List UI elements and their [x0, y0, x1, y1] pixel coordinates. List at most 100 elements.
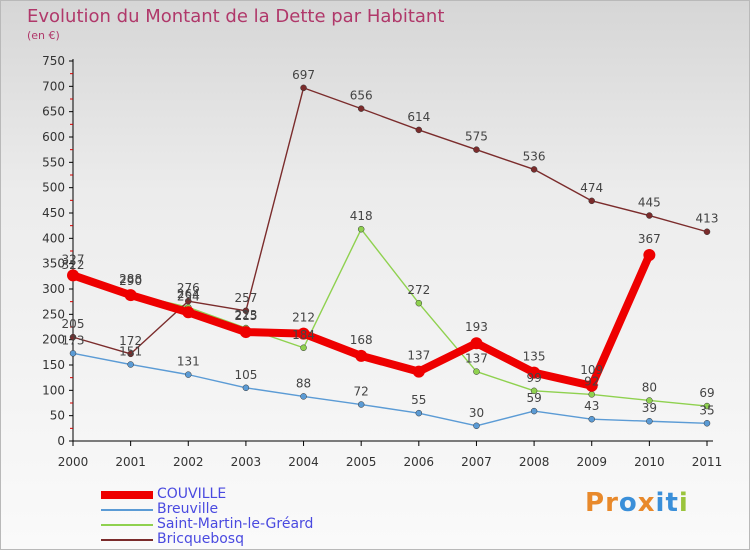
legend-item-bricquebosq: Bricquebosq: [101, 532, 313, 547]
y-tick-label: 750: [42, 54, 65, 68]
data-point-couville: [297, 327, 310, 340]
x-tick-label: 2007: [461, 455, 492, 469]
data-point-breuville: [646, 417, 653, 425]
data-label-couville: 135: [523, 350, 546, 364]
data-label-couville: 327: [62, 252, 85, 266]
y-tick-label: 0: [57, 434, 65, 448]
data-point-bricquebosq: [530, 166, 538, 173]
data-label-breuville: 59: [526, 391, 541, 405]
data-point-breuville: [703, 420, 711, 427]
data-point-couville: [355, 349, 368, 362]
y-tick-label: 500: [42, 181, 65, 195]
x-tick-label: 2009: [576, 455, 607, 469]
data-point-couville: [124, 289, 137, 302]
data-label-couville: 168: [350, 333, 373, 347]
data-point-breuville: [69, 350, 77, 357]
data-label-breuville: 30: [469, 406, 484, 420]
data-label-couville: 367: [638, 232, 661, 246]
data-label-breuville: 151: [119, 344, 142, 358]
legend-swatch-bricquebosq: [101, 538, 153, 541]
data-label-couville: 212: [292, 311, 315, 325]
data-label-saint-martin-le-gr-ard: 99: [526, 371, 541, 385]
data-label-saint-martin-le-gr-ard: 272: [407, 283, 430, 297]
data-point-bricquebosq: [300, 84, 307, 92]
logo-letter: o: [618, 488, 638, 518]
y-tick-label: 650: [42, 105, 65, 119]
data-point-saint-martin-le-gr-ard: [300, 344, 307, 352]
y-tick-label: 350: [42, 257, 65, 271]
series-line-breuville: [72, 352, 708, 427]
data-point-bricquebosq: [646, 212, 653, 219]
y-tick-label: 600: [42, 130, 65, 144]
x-tick-label: 2006: [404, 455, 435, 469]
legend-label: Bricquebosq: [157, 531, 244, 547]
y-tick-label: 100: [42, 383, 65, 397]
data-point-bricquebosq: [127, 350, 134, 358]
legend-item-saint-martin: Saint-Martin-le-Gréard: [101, 517, 313, 532]
data-label-breuville: 131: [177, 355, 200, 369]
data-label-saint-martin-le-gr-ard: 184: [292, 328, 315, 342]
data-point-saint-martin-le-gr-ard: [646, 397, 653, 404]
chart-title: Evolution du Montant de la Dette par Hab…: [27, 6, 445, 27]
data-label-saint-martin-le-gr-ard: 223: [234, 308, 257, 322]
data-label-breuville: 43: [584, 399, 599, 413]
data-point-bricquebosq: [69, 333, 77, 341]
data-label-breuville: 72: [354, 385, 369, 399]
x-tick-label: 2008: [519, 455, 550, 469]
data-point-bricquebosq: [242, 307, 250, 315]
data-point-breuville: [127, 361, 134, 368]
data-label-bricquebosq: 172: [119, 334, 142, 348]
data-label-saint-martin-le-gr-ard: 418: [350, 209, 373, 223]
data-label-saint-martin-le-gr-ard: 137: [465, 352, 488, 366]
data-point-couville: [585, 379, 598, 392]
data-point-bricquebosq: [473, 146, 480, 153]
data-label-bricquebosq: 257: [234, 291, 257, 305]
data-label-breuville: 35: [699, 403, 714, 417]
y-tick-label: 450: [42, 206, 65, 220]
data-point-couville: [470, 337, 483, 350]
x-tick-label: 2011: [692, 455, 723, 469]
logo-letter: x: [637, 488, 656, 518]
data-point-bricquebosq: [185, 297, 192, 305]
series-line-bricquebosq: [72, 87, 708, 355]
data-point-breuville: [242, 384, 250, 392]
data-point-bricquebosq: [415, 126, 423, 134]
y-tick-label: 400: [42, 231, 65, 245]
x-tick-label: 2003: [231, 455, 262, 469]
data-point-saint-martin-le-gr-ard: [703, 402, 711, 410]
data-point-couville: [67, 269, 79, 282]
x-tick-label: 2004: [288, 455, 319, 469]
legend: COUVILLE Breuville Saint-Martin-le-Gréar…: [101, 487, 313, 547]
logo-letter: i: [678, 488, 689, 518]
x-tick-label: 2000: [58, 455, 89, 469]
data-label-breuville: 88: [296, 376, 311, 390]
data-point-bricquebosq: [357, 105, 365, 112]
y-tick-label: 300: [42, 282, 65, 296]
legend-swatch-breuville: [101, 508, 153, 511]
data-label-bricquebosq: 205: [62, 317, 85, 331]
legend-swatch-saint-martin: [101, 523, 153, 526]
data-label-bricquebosq: 413: [696, 212, 719, 226]
data-label-breuville: 105: [234, 368, 257, 382]
data-label-saint-martin-le-gr-ard: 80: [642, 380, 657, 394]
data-label-bricquebosq: 536: [523, 149, 546, 163]
data-point-couville: [412, 365, 425, 378]
data-label-couville: 288: [119, 272, 142, 286]
data-point-couville: [643, 249, 656, 262]
legend-item-couville: COUVILLE: [101, 487, 313, 502]
y-tick-label: 700: [42, 79, 65, 93]
data-point-breuville: [415, 409, 423, 417]
data-point-breuville: [300, 393, 307, 400]
data-point-saint-martin-le-gr-ard: [588, 391, 595, 398]
data-label-saint-martin-le-gr-ard: 92: [584, 374, 599, 388]
data-label-breuville: 173: [62, 333, 85, 347]
logo-letter: i: [655, 488, 666, 518]
proxiti-logo: Proxiti: [585, 488, 689, 518]
data-label-saint-martin-le-gr-ard: 290: [119, 274, 142, 288]
data-point-saint-martin-le-gr-ard: [357, 225, 365, 233]
data-label-couville: 109: [580, 363, 603, 377]
data-label-saint-martin-le-gr-ard: 322: [62, 258, 85, 272]
chart-subtitle: (en €): [27, 29, 60, 42]
